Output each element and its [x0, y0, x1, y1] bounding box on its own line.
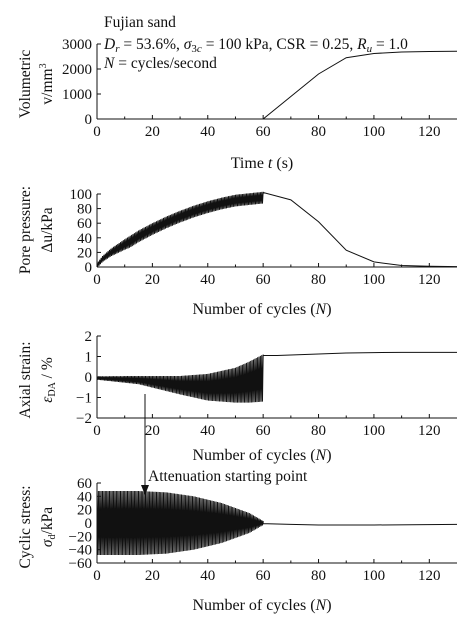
axial-strain-y-tick-label: 2	[85, 329, 93, 345]
attenuation-label: Attenuation starting point	[148, 468, 308, 485]
cyclic-stress-x-tick-label: 60	[256, 568, 271, 584]
pore-pressure-y-tick-label: 60	[77, 216, 92, 232]
volumetric-x-tick-label: 60	[256, 124, 271, 140]
attenuation-arrow-head	[141, 485, 149, 495]
axial-strain-y-tick-label: −2	[76, 411, 92, 427]
cyclic-stress-ylabel-line2: σd/kPa	[39, 507, 58, 547]
axial-strain-y-tick-label: 0	[85, 370, 93, 386]
volumetric-y-tick-label: 2000	[62, 62, 92, 78]
axial-strain-x-tick-label: 0	[93, 423, 101, 439]
attenuation-arrow: Attenuation starting point	[141, 394, 308, 495]
cyclic-stress-x-tick-label: 100	[363, 568, 386, 584]
cyclic-stress-x-tick-label: 80	[311, 568, 326, 584]
cyclic-stress-ylabel-line1: Cyclic stress:	[17, 485, 34, 568]
pore-pressure-ylabel-line1: Pore pressure:	[17, 186, 34, 274]
annotation-material: Fujian sand	[104, 14, 176, 31]
volumetric-ylabel-line2: v/mm3	[38, 63, 56, 104]
axial-strain-x-tick-label: 60	[256, 423, 271, 439]
pore-pressure-x-tick-label: 60	[256, 272, 271, 288]
pore-pressure-x-tick-label: 100	[363, 272, 386, 288]
pore-pressure-y-tick-label: 0	[85, 260, 93, 276]
volumetric-xlabel: Time t (s)	[231, 155, 294, 172]
volumetric-x-tick-label: 0	[93, 124, 101, 140]
volumetric-y-tick-label: 3000	[62, 37, 92, 53]
pore-pressure-y-tick-label: 20	[77, 245, 92, 261]
axial-strain-y-tick-label: 1	[85, 350, 93, 366]
cyclic-stress-y-tick-label: −40	[69, 543, 92, 559]
cyclic-stress-curve	[96, 490, 458, 556]
volumetric-x-tick-label: 120	[418, 124, 441, 140]
cyclic-stress-y-tick-label: 60	[77, 476, 92, 492]
volumetric-x-tick-label: 100	[363, 124, 386, 140]
cyclic-stress-xlabel: Number of cycles (N)	[192, 597, 331, 614]
axial-strain-x-tick-label: 80	[311, 423, 326, 439]
cyclic-stress-y-tick-label: 20	[77, 503, 92, 519]
pore-pressure-y-tick-label: 40	[77, 231, 92, 247]
volumetric-x-tick-label: 80	[311, 124, 326, 140]
annotation-conditions: Dr = 53.6%, σ3c = 100 kPa, CSR = 0.25, R…	[103, 36, 408, 55]
pore-pressure-x-tick-label: 0	[93, 272, 101, 288]
pore-pressure-x-tick-label: 80	[311, 272, 326, 288]
pore-pressure-curve	[96, 191, 458, 268]
axial-strain-curve	[96, 351, 457, 403]
volumetric-axes: 0 20 40 60 80 100 120 0 1000 2000 3000	[62, 37, 457, 140]
annotation-n-definition: N = cycles/second	[103, 55, 217, 72]
cyclic-stress-y-tick-label: −60	[69, 556, 92, 572]
cyclic-stress-x-tick-label: 0	[93, 568, 101, 584]
axial-strain-ylabel-line2: εDA / %	[39, 357, 58, 403]
axial-strain-x-tick-label: 20	[145, 423, 160, 439]
axial-strain-y-tick-label: −1	[76, 391, 92, 407]
header-annotation: Fujian sand Dr = 53.6%, σ3c = 100 kPa, C…	[103, 14, 408, 72]
pore-pressure-y-tick-label: 100	[70, 187, 93, 203]
volumetric-x-tick-label: 40	[200, 124, 215, 140]
pore-pressure-y-tick-label: 80	[77, 202, 92, 218]
pore-pressure-x-tick-label: 40	[200, 272, 215, 288]
cyclic-stress-y-tick-label: −20	[69, 529, 92, 545]
volumetric-y-tick-label: 1000	[62, 87, 92, 103]
axial-strain-xlabel: Number of cycles (N)	[192, 447, 331, 464]
axial-strain-x-tick-label: 40	[200, 423, 215, 439]
pore-pressure-ylabel-line2: Δu/kPa	[39, 207, 56, 252]
axial-strain-ylabel-line1: Axial strain:	[17, 341, 34, 418]
cyclic-stress-x-tick-label: 120	[418, 568, 441, 584]
cyclic-stress-y-tick-label: 0	[85, 516, 93, 532]
volumetric-y-tick-label: 0	[85, 112, 93, 128]
volumetric-ylabel-line1: Volumetric	[17, 50, 34, 119]
pore-pressure-xlabel: Number of cycles (N)	[192, 301, 331, 318]
volumetric-x-tick-label: 20	[145, 124, 160, 140]
cyclic-stress-x-tick-label: 40	[200, 568, 215, 584]
cyclic-stress-x-tick-label: 20	[145, 568, 160, 584]
cyclic-stress-y-tick-label: 40	[77, 489, 92, 505]
axial-strain-x-tick-label: 100	[363, 423, 386, 439]
axial-strain-x-tick-label: 120	[418, 423, 441, 439]
pore-pressure-x-tick-label: 20	[145, 272, 160, 288]
pore-pressure-x-tick-label: 120	[418, 272, 441, 288]
